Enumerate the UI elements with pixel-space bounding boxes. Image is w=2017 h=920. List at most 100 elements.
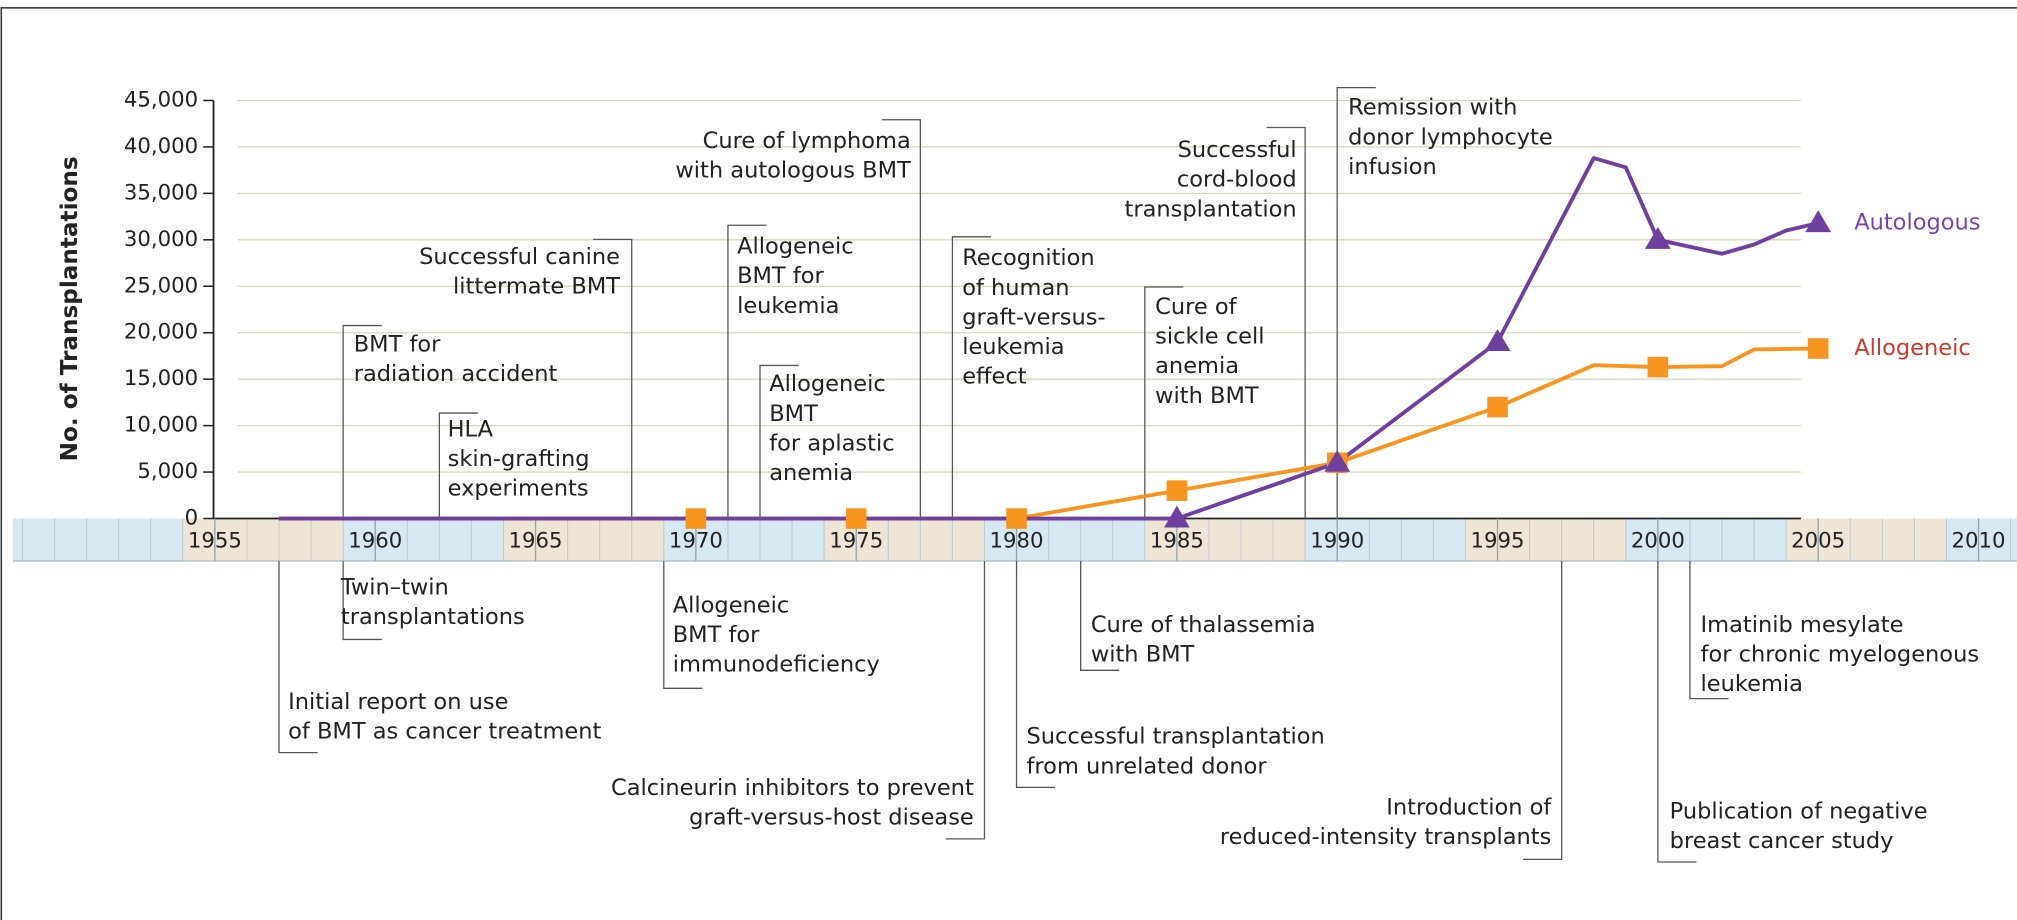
x-tick-label: 2010 — [1952, 529, 2006, 554]
x-tick-label: 2000 — [1631, 529, 1685, 554]
annotation-text: Imatinib mesylate — [1701, 612, 1904, 638]
band-cell — [1465, 518, 1498, 561]
band-cell — [1850, 518, 1883, 561]
band-cell — [1882, 518, 1915, 561]
annotation-text: Remission with — [1348, 95, 1517, 121]
series-label: Allogeneic — [1854, 335, 1971, 361]
annotation-leader — [727, 224, 767, 519]
marker — [1164, 505, 1190, 528]
annotation-text: leukemia — [962, 334, 1064, 360]
annotation-leader — [945, 560, 986, 840]
annotation-leader — [342, 324, 382, 519]
y-tick-label: 35,000 — [124, 180, 198, 205]
annotation-text: littermate BMT — [453, 273, 620, 299]
marker — [1484, 329, 1511, 352]
annotation-leader — [663, 560, 703, 689]
annotation-text: skin-grafting — [448, 446, 590, 472]
annotation-leader — [593, 238, 633, 519]
x-tick-label: 1960 — [348, 529, 402, 554]
x-tick-label: 1995 — [1471, 529, 1525, 554]
band-cell — [631, 518, 664, 561]
marker — [1805, 210, 1832, 233]
band-cell — [567, 518, 600, 561]
annotation-text: Twin–twin — [340, 574, 449, 600]
annotation-leader — [1336, 86, 1376, 519]
annotation-text: infusion — [1348, 154, 1437, 180]
annotation-text: Allogeneic — [769, 371, 886, 397]
annotation-text: experiments — [448, 475, 589, 501]
annotation-text: cord-blood — [1177, 167, 1297, 193]
annotation-text: effect — [962, 364, 1027, 390]
marker — [1644, 226, 1671, 249]
marker — [1166, 480, 1188, 501]
annotation-leader — [1015, 560, 1056, 789]
annotation-text: Allogeneic — [673, 593, 790, 619]
annotation-text: BMT for — [737, 263, 824, 289]
annotation-leader — [342, 560, 382, 641]
y-tick-label: 10,000 — [124, 413, 198, 438]
annotation-text: of human — [962, 275, 1069, 301]
annotation-text: BMT for — [673, 622, 760, 648]
band-cell — [214, 518, 247, 561]
annotation-text: Recognition — [962, 245, 1095, 271]
annotation-text: BMT for — [354, 331, 441, 357]
annotation-leader — [1657, 560, 1697, 863]
annotation-text: anemia — [1155, 353, 1239, 379]
annotation-text: breast cancer study — [1670, 828, 1894, 854]
band-cell — [888, 518, 921, 561]
series-label: Autologous — [1854, 210, 1980, 236]
annotation-text: Introduction of — [1386, 794, 1552, 820]
annotation-text: with BMT — [1091, 641, 1195, 667]
annotation-text: Allogeneic — [737, 234, 854, 260]
x-tick-label: 2005 — [1791, 529, 1845, 554]
y-axis-label: No. of Transplantations — [57, 156, 83, 461]
band-cell — [1208, 518, 1241, 561]
annotation-leader — [951, 236, 991, 519]
x-tick-label: 1985 — [1150, 529, 1204, 554]
annotation-text: Cure of thalassemia — [1091, 612, 1316, 638]
band-cell — [503, 518, 536, 561]
x-tick-label: 1965 — [509, 529, 563, 554]
annotation-text: Successful — [1178, 137, 1297, 163]
annotation-text: leukemia — [737, 293, 839, 319]
annotation-text: graft-versus-host disease — [689, 805, 974, 831]
y-tick-label: 30,000 — [124, 227, 198, 252]
annotation-leader — [1080, 560, 1120, 671]
annotation-leader — [1523, 560, 1563, 861]
annotation-text: for aplastic — [769, 430, 894, 456]
y-tick-label: 20,000 — [124, 320, 198, 345]
annotation-leader — [278, 560, 318, 754]
annotation-text: BMT — [769, 401, 818, 427]
marker — [1487, 396, 1508, 418]
marker — [845, 508, 867, 529]
annotation-text: Publication of negative — [1670, 798, 1928, 824]
x-tick-label: 1970 — [669, 529, 723, 554]
band-cell — [1593, 518, 1626, 561]
series-line — [279, 156, 1819, 521]
y-tick-label: 40,000 — [124, 134, 198, 159]
annotation-text: Successful canine — [419, 244, 620, 270]
band-cell — [920, 518, 953, 561]
annotation-text: with BMT — [1155, 383, 1259, 409]
band-cell — [1786, 518, 1819, 561]
y-tick-label: 15,000 — [124, 366, 198, 391]
annotation-text: sickle cell — [1155, 324, 1264, 350]
annotation-text: donor lymphocyte — [1348, 124, 1553, 150]
band-cell — [1529, 518, 1562, 561]
x-tick-label: 1955 — [188, 529, 242, 554]
band-cell — [1818, 518, 1851, 561]
annotation-leader — [438, 412, 478, 519]
y-tick-label: 0 — [185, 506, 199, 531]
band-cell — [952, 518, 985, 561]
marker — [1006, 508, 1027, 529]
annotation-text: reduced-intensity transplants — [1220, 824, 1551, 850]
annotation-text: HLA — [448, 416, 494, 442]
annotation-text: anemia — [769, 460, 853, 486]
annotation-text: radiation accident — [354, 361, 558, 387]
band-cell — [1497, 518, 1530, 561]
y-tick-label: 25,000 — [124, 273, 198, 298]
annotation-text: Cure of — [1155, 294, 1237, 320]
marker — [1324, 449, 1351, 472]
band-cell — [1914, 518, 1947, 561]
